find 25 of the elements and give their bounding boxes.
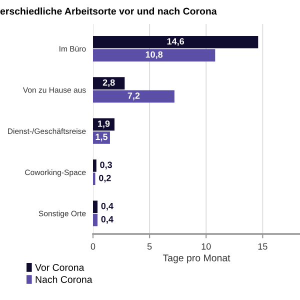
data-label: 1,5: [96, 134, 108, 142]
bar: [93, 159, 96, 172]
data-label: 2,8: [102, 79, 115, 88]
x-axis-title: Tage pro Monat: [162, 254, 230, 264]
data-label: 0,3: [100, 162, 112, 170]
chart-title: erschiedliche Arbeitsorte vor und nach Corona: [0, 8, 217, 15]
data-label: 0,4: [101, 202, 114, 211]
x-tick-label: 0: [90, 243, 96, 250]
data-label: 14,6: [167, 38, 184, 46]
legend-label: Nach Corona: [36, 276, 92, 283]
data-label: 1,9: [98, 120, 110, 128]
bar: [93, 214, 98, 226]
data-label: 7,2: [128, 92, 140, 100]
data-label: 0,2: [99, 174, 111, 183]
data-label: 10,8: [146, 51, 163, 60]
data-label: 0,4: [101, 216, 114, 224]
bar: [93, 49, 216, 62]
x-tick-label: 10: [202, 243, 211, 250]
bar: [93, 77, 125, 90]
legend-label: Vor Corona: [35, 264, 84, 271]
bar: [93, 36, 258, 48]
bar: [93, 90, 174, 103]
x-tick-label: 5: [147, 243, 152, 250]
bar: [93, 200, 98, 213]
x-tick-label: 15: [258, 243, 268, 250]
